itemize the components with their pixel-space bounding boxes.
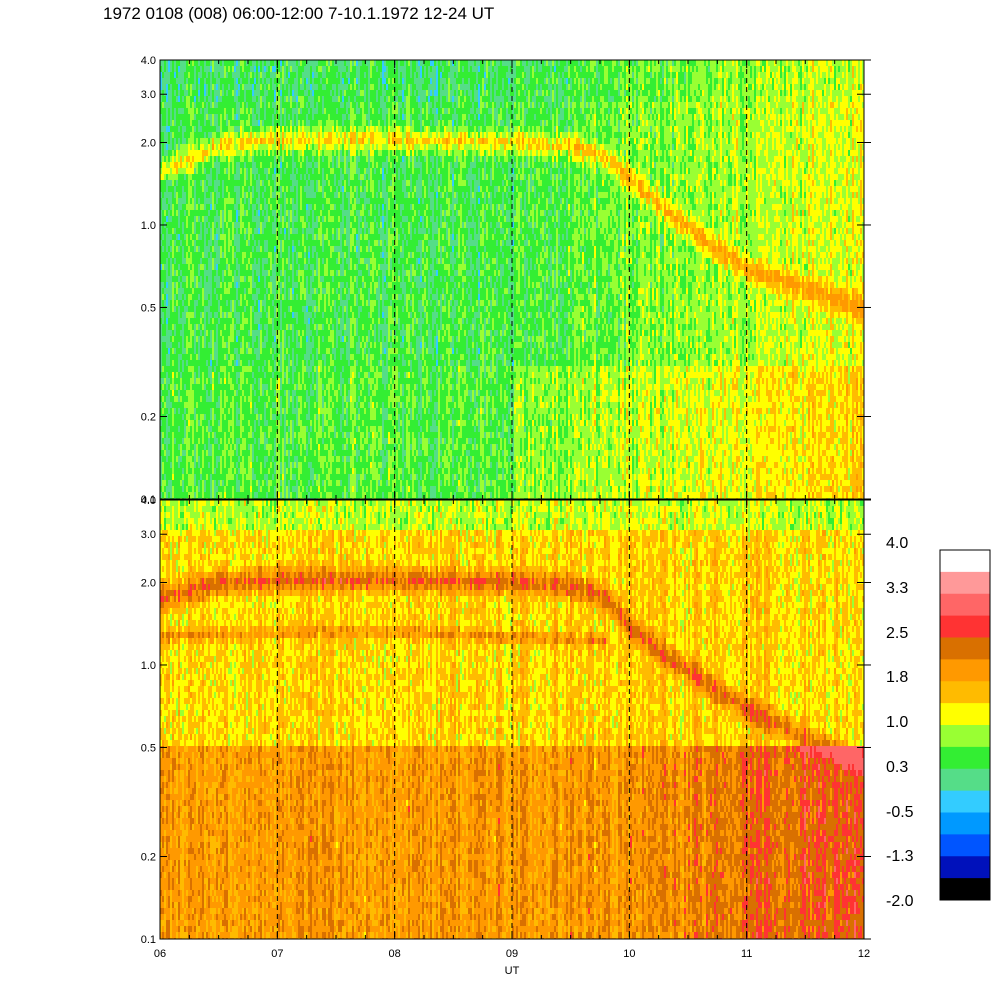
colorbar-swatch (940, 681, 990, 703)
colorbar-swatch (940, 725, 990, 747)
x-tick-label: 06 (154, 948, 166, 960)
y-tick-label: 2.0 (141, 137, 156, 149)
colorbar-swatch (940, 878, 990, 900)
x-axis-label: UT (505, 965, 520, 977)
x-tick-label: 11 (741, 948, 752, 960)
y-tick-label: 4.0 (141, 55, 156, 67)
y-tick-label: 0.5 (141, 742, 156, 754)
colorbar-swatch (940, 856, 990, 878)
y-tick-label: 0.5 (141, 302, 156, 314)
colorbar-label: 1.8 (886, 669, 936, 687)
y-tick-label: 1.0 (141, 220, 156, 232)
y-tick-label: 0.1 (141, 934, 156, 946)
y-tick-label: 3.0 (141, 89, 156, 101)
colorbar-label: -0.5 (886, 804, 936, 822)
colorbar (940, 550, 990, 901)
x-tick-label: 09 (506, 948, 518, 960)
colorbar-swatch (940, 813, 990, 835)
colorbar-label: -1.3 (886, 848, 936, 866)
x-tick-label: 08 (389, 948, 401, 960)
y-tick-label: 0.2 (141, 852, 156, 864)
colorbar-swatch (940, 616, 990, 638)
x-tick-label: 07 (271, 948, 283, 960)
colorbar-label: 0.3 (886, 759, 936, 777)
colorbar-swatch (940, 769, 990, 791)
x-tick-label: 10 (623, 948, 635, 960)
colorbar-label: 4.0 (886, 535, 936, 553)
colorbar-label: -2.0 (886, 893, 936, 911)
y-tick-label: 1.0 (141, 660, 156, 672)
colorbar-swatch (940, 550, 990, 572)
colorbar-label: 1.0 (886, 714, 936, 732)
colorbar-swatch (940, 572, 990, 594)
y-tick-label: 3.0 (141, 529, 156, 541)
colorbar-swatch (940, 791, 990, 813)
y-tick-label: 4.0 (141, 495, 156, 507)
colorbar-label: 2.5 (886, 625, 936, 643)
colorbar-swatch (940, 747, 990, 769)
colorbar-swatch (940, 703, 990, 725)
colorbar-swatch (940, 594, 990, 616)
y-tick-label: 2.0 (141, 577, 156, 589)
y-tick-label: 0.2 (141, 412, 156, 424)
colorbar-swatch (940, 638, 990, 660)
colorbar-label: 3.3 (886, 580, 936, 598)
x-tick-label: 12 (858, 948, 870, 960)
colorbar-swatch (940, 659, 990, 681)
colorbar-swatch (940, 834, 990, 856)
